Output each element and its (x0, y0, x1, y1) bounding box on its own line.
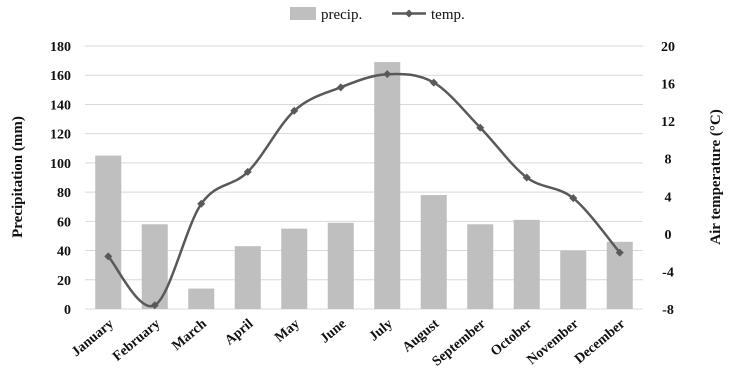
x-tick-label: May (272, 317, 302, 346)
y2-tick-label: 20 (661, 40, 675, 55)
bar-august (420, 195, 447, 309)
y-tick-label: 60 (57, 215, 71, 230)
temp-point-january (104, 252, 113, 261)
temp-point-august (429, 78, 438, 87)
temp-point-december (615, 248, 624, 257)
y-tick-label: 160 (50, 69, 71, 84)
legend-precip-label: precip. (321, 7, 362, 23)
bar-april (234, 246, 261, 309)
x-tick-label: March (169, 316, 210, 353)
gridlines (85, 45, 643, 310)
y2-axis-title: Air temperature (°C) (708, 109, 724, 244)
bar-september (467, 224, 494, 309)
y2-tick-label: 16 (661, 78, 675, 93)
temp-point-march (197, 199, 206, 208)
legend-precip-swatch (290, 7, 316, 20)
x-tick-label: June (318, 317, 350, 347)
temp-line (104, 70, 624, 310)
y2-tick-label: 12 (661, 115, 675, 130)
temp-point-february (150, 301, 159, 310)
x-tick-label: July (367, 317, 396, 345)
y2-tick-label: 4 (665, 190, 672, 205)
x-tick-label: August (400, 316, 443, 355)
temp-line-path (107, 72, 621, 308)
y2-tick-label: 8 (665, 153, 672, 168)
temp-point-july (383, 70, 392, 79)
right-axis-ticks: -8 -4 0 4 8 12 16 20 (661, 40, 675, 318)
bar-november (560, 250, 587, 309)
bar-march (188, 288, 215, 309)
temp-point-june (336, 83, 345, 92)
y-tick-label: 0 (64, 303, 71, 318)
y-tick-label: 120 (50, 128, 71, 143)
legend-temp-label: temp. (431, 7, 465, 23)
y-tick-label: 180 (50, 40, 71, 55)
legend-temp-marker (405, 9, 413, 18)
y-tick-label: 140 (50, 98, 71, 113)
y-tick-label: 80 (57, 186, 71, 201)
y-tick-label: 100 (50, 157, 71, 172)
y2-tick-label: -4 (662, 265, 674, 280)
y2-tick-label: -8 (662, 303, 674, 318)
bar-june (327, 222, 354, 309)
precip-bars (95, 62, 633, 310)
y-axis-title: Precipitation (mm) (10, 116, 26, 238)
temp-point-may (290, 106, 299, 115)
bar-october (513, 219, 540, 309)
x-tick-label: April (222, 317, 256, 349)
legend: precip. temp. (290, 7, 465, 23)
x-tick-label: November (525, 317, 582, 368)
bar-may (281, 228, 308, 309)
temp-point-april (243, 167, 252, 176)
x-tick-label: December (572, 317, 628, 367)
bar-january (95, 155, 122, 309)
y2-tick-label: 0 (665, 228, 672, 243)
temp-point-october (522, 173, 531, 182)
temp-point-september (476, 123, 485, 132)
left-axis-ticks: 0 20 40 60 80 100 120 140 160 180 (50, 40, 71, 318)
bar-july (374, 62, 401, 310)
x-tick-label: February (110, 317, 163, 365)
y-tick-label: 20 (57, 274, 71, 289)
temp-point-november (569, 194, 578, 203)
y-tick-label: 40 (57, 245, 71, 260)
